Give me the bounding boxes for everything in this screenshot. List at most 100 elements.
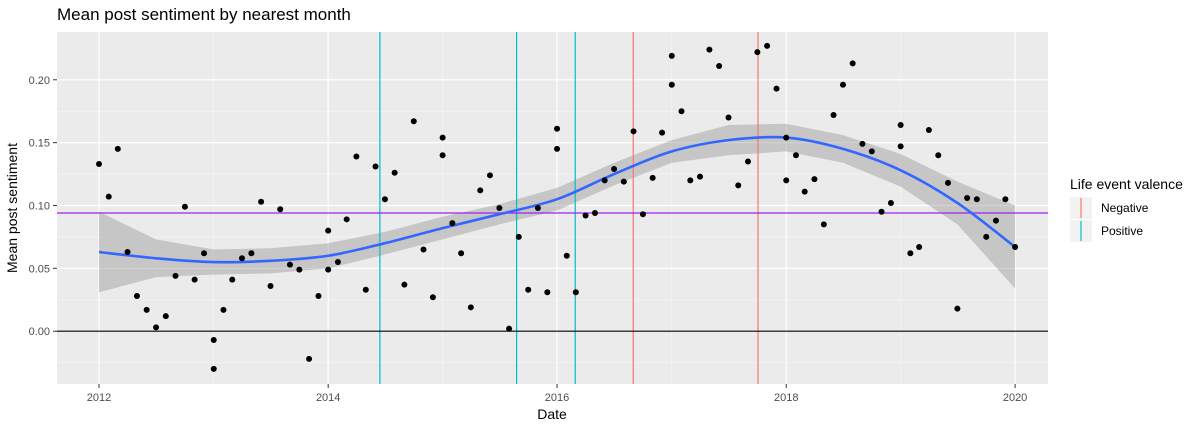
legend-title: Life event valence — [1070, 176, 1183, 192]
data-point — [325, 227, 332, 234]
data-point — [611, 166, 618, 173]
data-point — [554, 145, 561, 152]
data-point — [620, 178, 627, 185]
data-point — [964, 194, 971, 201]
data-point — [678, 108, 685, 115]
data-point — [258, 198, 265, 205]
data-point — [496, 205, 503, 211]
data-point — [897, 122, 904, 129]
data-point — [133, 293, 140, 299]
data-point — [983, 233, 990, 240]
data-point — [820, 221, 827, 228]
data-point — [325, 266, 332, 273]
data-point — [811, 176, 818, 183]
data-point — [191, 276, 198, 283]
data-point — [572, 289, 579, 296]
data-point — [105, 193, 112, 200]
data-point — [973, 196, 980, 203]
data-point — [735, 182, 742, 189]
data-point — [449, 220, 456, 227]
data-point — [687, 177, 694, 184]
y-axis-title: Mean post sentiment — [4, 143, 20, 273]
data-point — [954, 305, 961, 312]
data-point — [315, 293, 322, 299]
data-point — [353, 153, 360, 160]
plot-panel — [57, 32, 1048, 384]
data-point — [907, 250, 914, 257]
data-point — [754, 49, 761, 56]
x-axis: 2012 2014 2016 2018 2020 — [87, 384, 1027, 404]
legend: Life event valence Negative Positive — [1070, 176, 1183, 242]
data-point — [992, 217, 999, 224]
data-point — [783, 134, 790, 141]
data-point — [306, 355, 313, 362]
data-point — [525, 286, 532, 293]
data-point — [210, 337, 217, 343]
data-point — [639, 211, 646, 218]
data-point — [697, 173, 704, 180]
data-point — [124, 249, 131, 255]
data-point — [286, 261, 293, 268]
data-point — [420, 246, 427, 253]
data-point — [878, 208, 885, 215]
y-tick-label: 0.20 — [29, 75, 50, 87]
data-point — [859, 140, 866, 147]
data-point — [887, 199, 894, 206]
y-tick-label: 0.10 — [29, 200, 50, 212]
data-point — [96, 161, 103, 167]
data-point — [143, 306, 150, 313]
data-point — [181, 203, 188, 210]
data-point — [630, 128, 637, 135]
smooth-trend-line — [98, 135, 1016, 264]
x-tick-label: 2016 — [545, 392, 569, 404]
data-point — [839, 81, 846, 88]
data-point — [277, 206, 284, 213]
data-point — [201, 250, 208, 257]
data-point — [372, 163, 379, 170]
data-point — [544, 289, 551, 296]
data-point — [296, 266, 303, 273]
data-point — [220, 306, 227, 313]
data-point — [439, 134, 446, 141]
x-axis-title: Date — [537, 406, 567, 422]
data-point — [916, 243, 923, 250]
data-point — [849, 60, 856, 67]
data-point — [706, 46, 713, 53]
data-point — [925, 127, 932, 134]
x-tick-label: 2020 — [1003, 392, 1027, 404]
y-tick-label: 0.00 — [29, 326, 50, 338]
data-point — [744, 158, 751, 165]
data-point — [725, 114, 732, 121]
legend-label-positive: Positive — [1101, 224, 1143, 238]
data-point — [401, 281, 408, 288]
legend-label-negative: Negative — [1101, 201, 1149, 215]
data-point — [1002, 196, 1009, 203]
data-point — [267, 282, 274, 289]
data-point — [764, 42, 771, 49]
data-point — [773, 85, 780, 92]
data-point — [792, 152, 799, 159]
data-point — [801, 188, 808, 195]
data-point — [830, 111, 837, 118]
data-point — [649, 174, 656, 181]
data-point — [868, 148, 875, 155]
x-tick-label: 2014 — [316, 392, 340, 404]
data-point — [783, 177, 790, 184]
data-point — [716, 62, 723, 69]
data-point — [391, 169, 398, 176]
data-point — [162, 313, 169, 320]
data-point — [1012, 243, 1019, 250]
chart-title: Mean post sentiment by nearest month — [57, 5, 351, 24]
data-point — [172, 272, 179, 279]
panel-background — [57, 32, 1048, 384]
data-point — [210, 365, 217, 372]
data-point — [114, 145, 121, 152]
data-point — [554, 125, 561, 132]
data-point — [591, 210, 598, 217]
confidence-band — [99, 123, 1016, 293]
data-point — [935, 152, 942, 159]
data-point — [467, 304, 474, 311]
data-point — [668, 81, 675, 88]
data-point — [515, 233, 522, 240]
data-point — [506, 325, 513, 332]
